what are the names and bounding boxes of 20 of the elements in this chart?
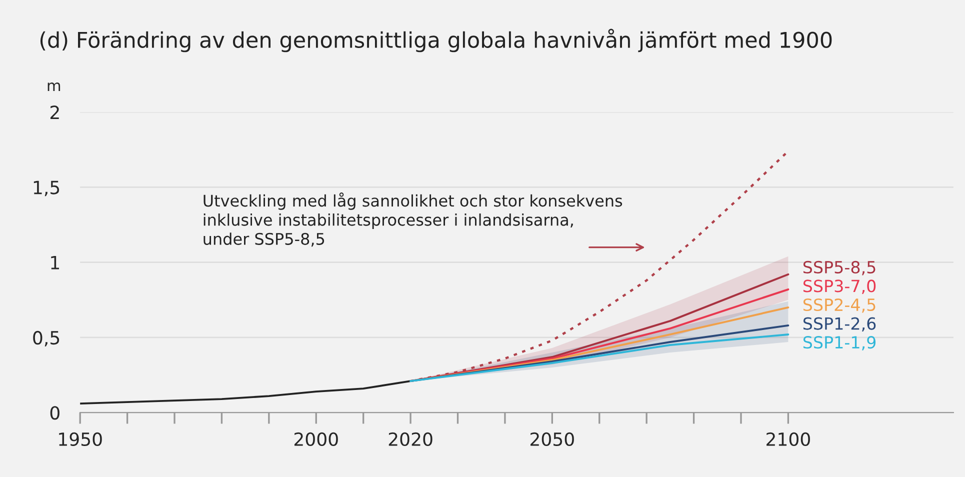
y-tick-label: 2 bbox=[50, 106, 59, 119]
x-tick-label: 2020 bbox=[388, 432, 432, 446]
line-series bbox=[80, 380, 412, 405]
annotation: Utveckling med låg sannolikhet och stor konsekvens inklusive instabilitetsprocesser i inlandsisarna, under SSP5-8,5 bbox=[204, 192, 622, 247]
series-label: SSP2-4,5 bbox=[803, 298, 876, 313]
series-label: SSP1-1,9 bbox=[803, 336, 876, 350]
x-tick-label: 2050 bbox=[530, 432, 574, 446]
series-label: SSP5-8,5 bbox=[803, 260, 876, 276]
y-tick-label: 1 bbox=[51, 256, 59, 270]
y-tick-label: 0,5 bbox=[33, 330, 60, 346]
x-tick-label: 1950 bbox=[59, 432, 102, 446]
chart-title: (d) Förändring av den genomsnittliga globala havnivån jämfört med 1900 bbox=[40, 28, 832, 52]
x-tick-label: 2000 bbox=[294, 432, 338, 446]
y-tick-label: 1,5 bbox=[34, 180, 60, 196]
series-label: SSP3-7,0 bbox=[803, 280, 876, 294]
y-axis-title: m bbox=[48, 82, 60, 92]
y-tick-label: 0 bbox=[50, 406, 60, 420]
series-label: SSP1-2,6 bbox=[803, 317, 876, 332]
line-series bbox=[410, 333, 790, 382]
x-tick-label: 2100 bbox=[766, 432, 810, 446]
